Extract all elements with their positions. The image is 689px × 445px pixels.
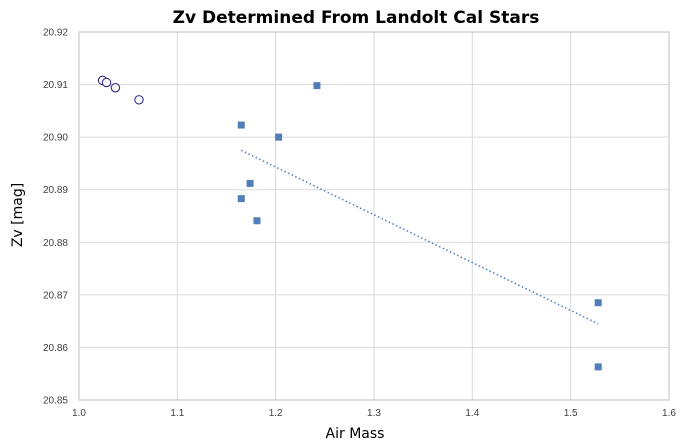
x-tick-label: 1.6 <box>662 408 676 419</box>
y-tick-label: 20.88 <box>43 238 68 249</box>
data-point-circle <box>101 77 112 88</box>
gridlines <box>78 31 670 401</box>
y-axis-title: Zv [mag] <box>10 183 26 247</box>
y-tick-label: 20.87 <box>43 290 68 301</box>
x-axis-title: Air Mass <box>326 426 385 442</box>
y-tick-label: 20.85 <box>43 396 68 407</box>
chart-title: Zv Determined From Landolt Cal Stars <box>173 8 540 28</box>
y-tick-label: 20.91 <box>43 80 68 91</box>
plot-area-border <box>78 31 670 401</box>
data-point-circle <box>134 95 144 105</box>
data-point-square <box>594 299 602 307</box>
x-tick-label: 1.0 <box>72 408 86 419</box>
x-tick-label: 1.1 <box>170 408 184 419</box>
data-point-square <box>237 121 245 129</box>
data-point-square <box>246 179 254 187</box>
y-tick-label: 20.92 <box>43 28 68 39</box>
data-points <box>97 75 602 371</box>
y-tick-label: 20.90 <box>43 133 68 144</box>
x-tick-label: 1.2 <box>269 408 283 419</box>
x-tick-label: 1.4 <box>465 408 479 419</box>
data-point-square <box>237 195 245 203</box>
data-point-square <box>253 217 261 225</box>
data-point-square <box>275 133 283 141</box>
y-tick-label: 20.86 <box>43 343 68 354</box>
x-tick-label: 1.5 <box>564 408 578 419</box>
data-point-circle <box>110 82 121 93</box>
data-point-square <box>594 363 602 371</box>
x-tick-labels: 1.0 1.1 1.2 1.3 1.4 1.5 1.6 <box>72 408 676 419</box>
x-tick-label: 1.3 <box>367 408 381 419</box>
y-tick-label: 20.89 <box>43 185 68 196</box>
data-point-square <box>313 82 321 90</box>
y-tick-labels: 20.85 20.86 20.87 20.88 20.89 20.90 20.91 20.92 <box>43 28 68 407</box>
